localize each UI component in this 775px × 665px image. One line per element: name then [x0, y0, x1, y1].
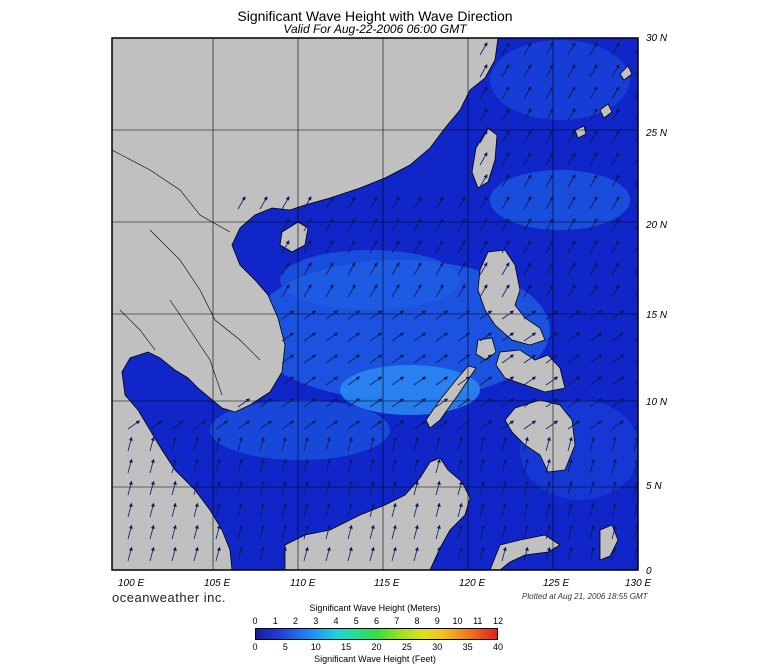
meter-tick-label: 8 — [414, 616, 420, 626]
map-subtitle: Valid For Aug-22-2006 06:00 GMT — [283, 22, 467, 36]
wave-direction-arrows — [127, 42, 638, 562]
visayas-islands — [495, 349, 566, 393]
feet-tick-label: 30 — [432, 642, 443, 652]
lat-label: 5 N — [646, 481, 662, 492]
lat-label: 10 N — [646, 397, 668, 408]
plotted-timestamp: Plotted at Aug 21, 2006 18:55 GMT — [522, 592, 648, 601]
ryukyu-islands — [599, 103, 613, 119]
sulawesi-island — [489, 534, 561, 570]
meter-tick-label: 3 — [313, 616, 319, 626]
meter-tick-label: 10 — [452, 616, 463, 626]
map-content — [112, 38, 638, 570]
lon-label: 105 E — [204, 578, 230, 589]
meter-tick-label: 11 — [473, 616, 483, 626]
lat-label: 30 N — [646, 33, 668, 44]
feet-tick-label: 15 — [341, 642, 352, 652]
lon-label: 125 E — [543, 578, 569, 589]
feet-tick-label: 20 — [371, 642, 382, 652]
land-masses — [112, 38, 633, 570]
meter-tick-label: 4 — [333, 616, 339, 626]
feet-tick-label: 0 — [252, 642, 258, 652]
meter-tick-label: 6 — [373, 616, 380, 626]
colorbar-title-meters: Significant Wave Height (Meters) — [309, 603, 441, 613]
latitude-labels: 30 N 25 N 20 N 15 N 10 N 5 N 0 — [645, 33, 668, 577]
lat-label: 0 — [646, 566, 652, 577]
feet-tick-label: 35 — [462, 642, 473, 652]
map-frame — [111, 37, 639, 571]
meter-tick-label: 9 — [434, 616, 440, 626]
map-title: Significant Wave Height with Wave Direct… — [237, 8, 513, 24]
lon-label: 120 E — [459, 578, 485, 589]
meter-tick-label: 2 — [292, 616, 299, 626]
lon-label: 110 E — [290, 578, 316, 589]
brand-wordmark: oceanweather inc. — [112, 590, 227, 605]
meter-tick-label: 12 — [492, 616, 504, 626]
colorbar-title-feet: Significant Wave Height (Feet) — [314, 654, 436, 664]
meter-tick-label: 5 — [353, 616, 359, 626]
meter-tick-label: 1 — [272, 616, 278, 626]
feet-tick-label: 40 — [492, 642, 504, 652]
feet-tick-label: 25 — [401, 642, 412, 652]
lon-label: 130 E — [625, 578, 651, 589]
meter-tick-label: 7 — [394, 616, 400, 626]
feet-tick-label: 5 — [282, 642, 288, 652]
lat-label: 25 N — [645, 128, 668, 139]
meter-tick-label: 0 — [252, 616, 258, 626]
colorbar — [255, 628, 498, 640]
mindanao-island — [504, 399, 576, 473]
country-borders — [112, 149, 261, 396]
lat-label: 15 N — [646, 310, 668, 321]
lon-label: 115 E — [374, 578, 400, 589]
feet-tick-label: 10 — [310, 642, 321, 652]
lon-label: 100 E — [118, 578, 144, 589]
lat-label: 20 N — [645, 220, 668, 231]
longitude-labels: 100 E 105 E 110 E 115 E 120 E 125 E 130 … — [118, 578, 651, 589]
mainland-asia — [112, 38, 499, 570]
